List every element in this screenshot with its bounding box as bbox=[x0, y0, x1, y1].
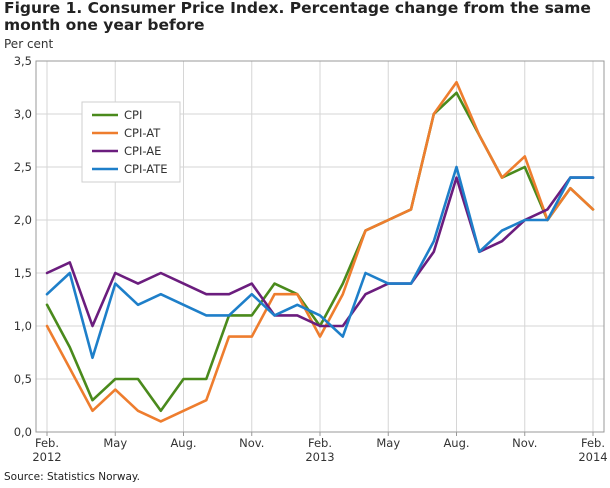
y-tick-label: 1,0 bbox=[14, 319, 32, 333]
x-tick-label: Aug. bbox=[443, 436, 469, 450]
x-tick-label: May bbox=[103, 436, 127, 450]
y-tick-label: 0,5 bbox=[14, 372, 32, 386]
y-tick-label: 1,5 bbox=[14, 266, 32, 280]
legend-label-cpi-ae: CPI-AE bbox=[124, 144, 161, 158]
x-tick-year-label: 2014 bbox=[578, 450, 607, 464]
x-tick-label: May bbox=[376, 436, 400, 450]
x-tick-label: Aug. bbox=[170, 436, 196, 450]
series-line-cpi-ate bbox=[45, 165, 595, 360]
x-tick-label: Nov. bbox=[239, 436, 264, 450]
y-axis-ticks: 0,0 0,5 1,0 1,5 2,0 2,5 3,0 3,5 bbox=[14, 54, 32, 439]
y-axis-label: Per cent bbox=[4, 37, 54, 51]
x-tick-label: Feb. bbox=[35, 436, 59, 450]
source-note: Source: Statistics Norway. bbox=[4, 471, 140, 483]
y-tick-label: 3,5 bbox=[14, 54, 32, 68]
legend-label-cpi: CPI bbox=[124, 108, 142, 122]
legend: CPI CPI-AT CPI-AE CPI-ATE bbox=[81, 101, 181, 183]
y-tick-label: 2,0 bbox=[14, 213, 32, 227]
y-tick-label: 3,0 bbox=[14, 107, 32, 121]
x-tick-label: Nov. bbox=[512, 436, 537, 450]
series-line-cpi-at bbox=[45, 80, 595, 423]
x-tick-year-label: 2012 bbox=[32, 450, 61, 464]
legend-label-cpi-ate: CPI-ATE bbox=[124, 162, 168, 176]
x-tick-label: Feb. bbox=[581, 436, 605, 450]
x-tick-year-label: 2013 bbox=[305, 450, 334, 464]
series-lines bbox=[45, 80, 595, 423]
legend-label-cpi-at: CPI-AT bbox=[124, 126, 161, 140]
series-line-cpi-ae bbox=[45, 176, 595, 328]
y-tick-label: 2,5 bbox=[14, 160, 32, 174]
x-tick-label: Feb. bbox=[308, 436, 332, 450]
y-tick-label: 0,0 bbox=[14, 425, 32, 439]
chart-title: Figure 1. Consumer Price Index. Percenta… bbox=[4, 0, 591, 34]
